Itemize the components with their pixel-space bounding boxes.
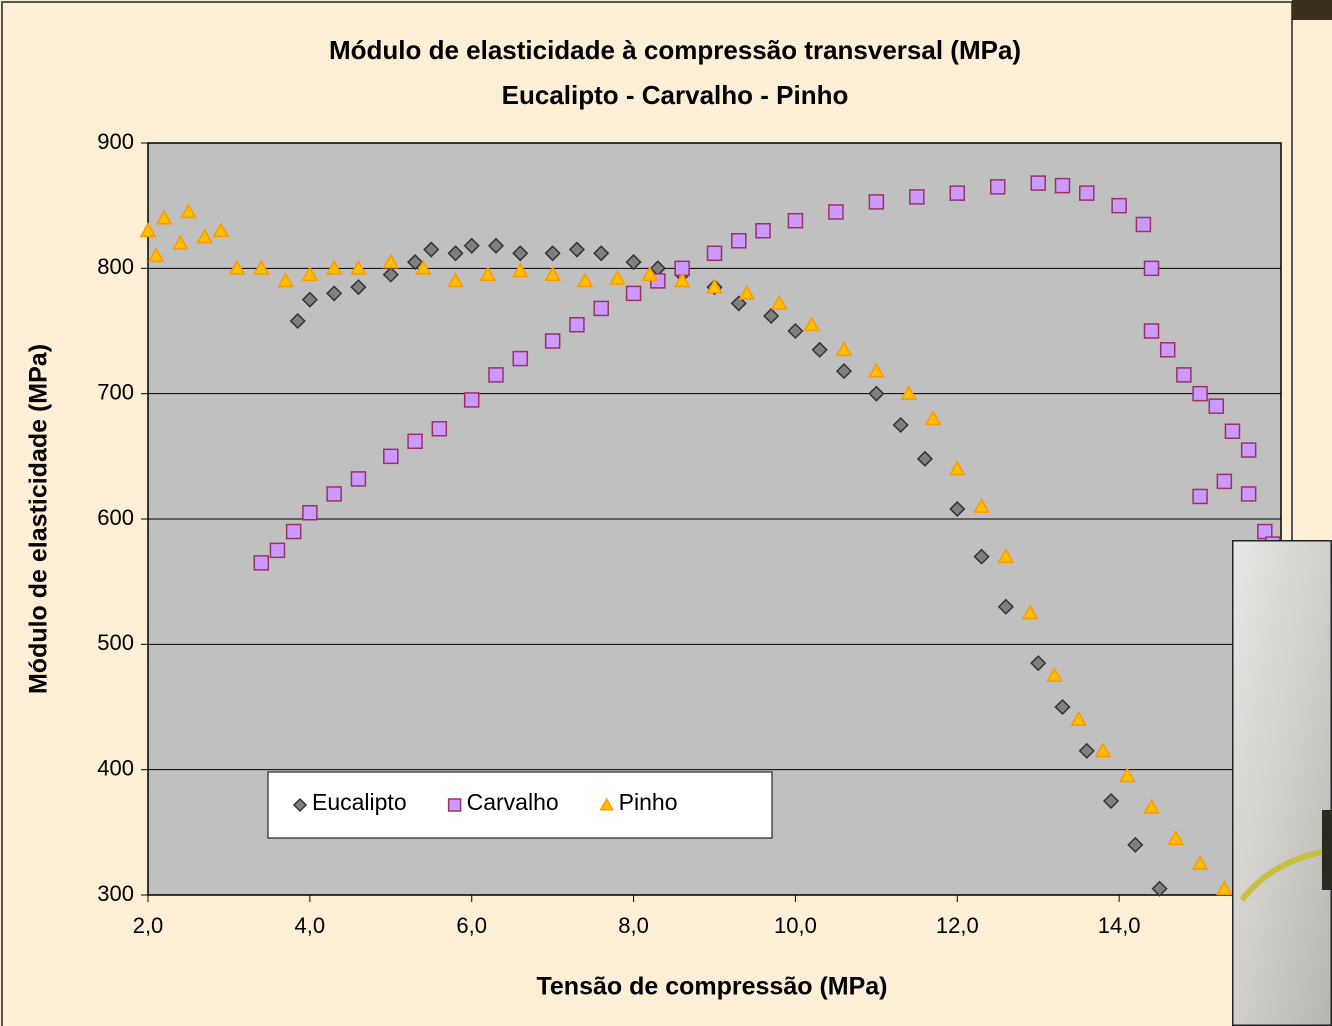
marker [788, 214, 802, 228]
page: {"chart_data": {"type": "scatter", "titl… [0, 0, 1332, 1026]
y-tick-label: 900 [97, 129, 134, 154]
marker [351, 472, 365, 486]
marker [287, 525, 301, 539]
marker [829, 205, 843, 219]
marker [1136, 217, 1150, 231]
legend-label: Eucalipto [312, 789, 407, 815]
plot: 300 400 500 600 700 800 900 2,0 4,0 6,0 8,0 10,0 12,… [97, 129, 1281, 938]
marker [449, 799, 461, 811]
y-tick-label: 700 [97, 379, 134, 404]
marker [1145, 261, 1159, 275]
y-tick-label: 800 [97, 254, 134, 279]
marker [384, 449, 398, 463]
chart: Módulo de elasticidade à compressão tran… [0, 0, 1332, 1026]
marker [627, 286, 641, 300]
x-tick-label: 2,0 [133, 913, 164, 938]
y-tick-label: 400 [97, 755, 134, 780]
marker [489, 368, 503, 382]
chart-title: Módulo de elasticidade à compressão tran… [329, 35, 1021, 65]
marker [869, 195, 883, 209]
marker [327, 487, 341, 501]
marker [270, 543, 284, 557]
x-tick-label: 12,0 [936, 913, 979, 938]
marker [1242, 443, 1256, 457]
marker [1193, 489, 1207, 503]
marker [570, 318, 584, 332]
y-axis-label: Módulo de elasticidade (MPa) [25, 344, 53, 694]
marker [1145, 324, 1159, 338]
marker [303, 506, 317, 520]
y-tick-label: 600 [97, 505, 134, 530]
photo-top [1292, 0, 1332, 20]
legend-label: Pinho [619, 789, 678, 815]
x-axis-label: Tensão de compressão (MPa) [536, 973, 887, 1001]
marker [1177, 368, 1191, 382]
marker [950, 186, 964, 200]
marker [1161, 343, 1175, 357]
marker [1112, 199, 1126, 213]
marker [594, 301, 608, 315]
marker [465, 393, 479, 407]
marker [910, 190, 924, 204]
x-tick-label: 10,0 [774, 913, 817, 938]
marker [408, 434, 422, 448]
marker [1217, 474, 1231, 488]
y-tick-label: 300 [97, 881, 134, 906]
marker [991, 180, 1005, 194]
photo-overlay [1232, 540, 1332, 1026]
marker [513, 352, 527, 366]
chart-subtitle: Eucalipto - Carvalho - Pinho [502, 80, 849, 110]
marker [732, 234, 746, 248]
legend-label: Carvalho [467, 789, 559, 815]
marker [1242, 487, 1256, 501]
marker [254, 556, 268, 570]
x-tick-label: 8,0 [618, 913, 649, 938]
marker [1080, 186, 1094, 200]
x-tick-label: 4,0 [295, 913, 326, 938]
marker [708, 246, 722, 260]
x-tick-label: 6,0 [456, 913, 487, 938]
x-tick-label: 14,0 [1098, 913, 1141, 938]
marker [1193, 387, 1207, 401]
marker [546, 334, 560, 348]
marker [1209, 399, 1223, 413]
marker [1055, 179, 1069, 193]
marker [1225, 424, 1239, 438]
y-tick-label: 500 [97, 630, 134, 655]
marker [432, 422, 446, 436]
marker [1031, 176, 1045, 190]
marker [756, 224, 770, 238]
